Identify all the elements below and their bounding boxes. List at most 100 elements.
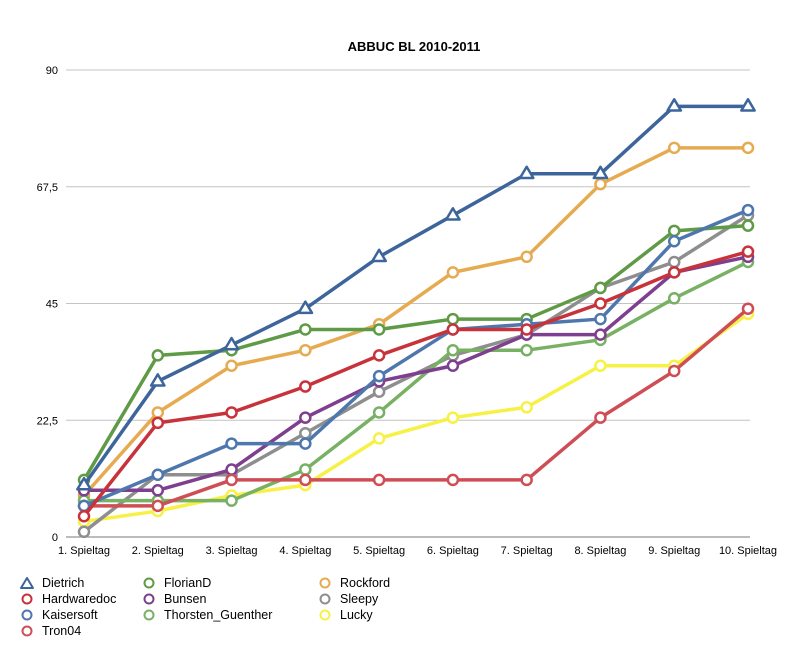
- data-point: [225, 406, 238, 419]
- legend-label: Kaisersoft: [42, 608, 98, 622]
- circle-marker-icon: [21, 625, 33, 637]
- data-point: [518, 165, 535, 180]
- legend-item-bunsen: Bunsen: [140, 591, 206, 607]
- legend-label: FlorianD: [164, 576, 212, 590]
- series-line: [82, 312, 750, 524]
- legend-item-kaisersoft: Kaisersoft: [18, 607, 98, 623]
- data-point: [667, 292, 681, 305]
- data-point: [225, 473, 238, 487]
- data-point: [77, 509, 91, 523]
- data-point: [299, 343, 312, 357]
- x-tick-label: 9. Spieltag: [648, 545, 700, 557]
- data-point: [299, 426, 312, 440]
- data-point: [225, 494, 238, 507]
- series-line: [82, 146, 750, 498]
- circle-marker-icon: [319, 593, 331, 605]
- data-point: [372, 323, 386, 336]
- circle-marker-icon: [21, 593, 33, 605]
- data-point: [149, 373, 166, 387]
- data-point: [372, 369, 386, 383]
- y-axis-ticks: 0 22,5 45 67,5 90: [37, 65, 58, 544]
- x-tick-label: 6. Spieltag: [427, 545, 479, 557]
- series-line: [82, 104, 750, 487]
- data-point: [667, 141, 681, 155]
- series-rockford: [77, 141, 755, 502]
- data-point: [299, 411, 312, 424]
- data-point: [446, 411, 460, 424]
- data-point: [594, 312, 607, 326]
- legend-label: Bunsen: [164, 592, 207, 606]
- data-point: [372, 349, 386, 362]
- y-tick-label: 0: [52, 532, 58, 544]
- circle-marker-icon: [319, 609, 331, 621]
- data-point: [520, 343, 533, 357]
- data-point: [444, 207, 461, 221]
- data-point: [446, 323, 460, 336]
- data-point: [225, 463, 238, 476]
- data-point: [151, 416, 165, 430]
- data-point: [223, 336, 240, 351]
- series-hardwaredoc: [77, 245, 755, 523]
- y-tick-label: 90: [46, 65, 58, 77]
- x-tick-label: 8. Spieltag: [574, 545, 626, 557]
- data-point: [667, 255, 681, 269]
- data-point: [594, 177, 607, 191]
- data-point: [520, 473, 533, 487]
- data-point: [667, 234, 681, 248]
- data-point: [299, 473, 312, 487]
- circle-marker-icon: [143, 593, 155, 605]
- series-tron04: [77, 302, 755, 513]
- data-point: [297, 300, 314, 315]
- data-point: [741, 141, 755, 155]
- legend-label: Dietrich: [42, 576, 85, 590]
- data-point: [520, 401, 533, 414]
- series-line: [82, 260, 750, 503]
- legend-item-hardwaredoc: Hardwaredoc: [18, 591, 116, 607]
- data-point: [666, 98, 683, 112]
- legend-label: Rockford: [340, 576, 391, 590]
- legend-label: Thorsten_Guenther: [164, 608, 273, 622]
- data-point: [446, 343, 460, 357]
- x-tick-label: 2. Spieltag: [132, 545, 184, 557]
- legend-item-tron04: Tron04: [18, 623, 81, 639]
- data-point: [741, 203, 755, 217]
- legend-label: Lucky: [340, 608, 373, 622]
- data-point: [741, 245, 755, 258]
- y-tick-label: 45: [46, 299, 58, 311]
- data-point: [372, 385, 386, 398]
- triangle-marker-icon: [20, 577, 34, 589]
- legend-item-thorsten_guenther: Thorsten_Guenther: [140, 607, 272, 623]
- x-tick-label: 10. Spieltag: [719, 545, 777, 557]
- data-point: [446, 266, 460, 279]
- data-point: [76, 476, 92, 491]
- data-point: [741, 302, 755, 315]
- data-point: [594, 359, 607, 373]
- series-line: [82, 223, 750, 482]
- series-bunsen: [77, 250, 755, 497]
- data-point: [741, 219, 755, 232]
- circle-marker-icon: [143, 609, 155, 621]
- data-point: [151, 406, 165, 419]
- series-line: [82, 208, 750, 508]
- data-point: [225, 437, 238, 450]
- series-kaisersoft: [77, 203, 755, 513]
- data-point: [372, 473, 386, 487]
- series-dietrich: [76, 98, 756, 491]
- data-point: [667, 364, 681, 378]
- data-point: [446, 359, 460, 373]
- data-point: [667, 224, 681, 238]
- x-tick-label: 4. Spieltag: [279, 545, 331, 557]
- data-point: [151, 484, 165, 497]
- series-thorsten_guenther: [77, 255, 755, 507]
- data-point: [446, 473, 460, 487]
- data-point: [594, 411, 607, 424]
- series-line: [82, 249, 750, 518]
- data-point: [592, 165, 609, 180]
- x-tick-label: 3. Spieltag: [206, 545, 258, 557]
- y-tick-label: 67,5: [37, 182, 58, 194]
- series-line: [82, 306, 750, 508]
- data-point: [77, 525, 91, 539]
- data-point: [594, 328, 607, 341]
